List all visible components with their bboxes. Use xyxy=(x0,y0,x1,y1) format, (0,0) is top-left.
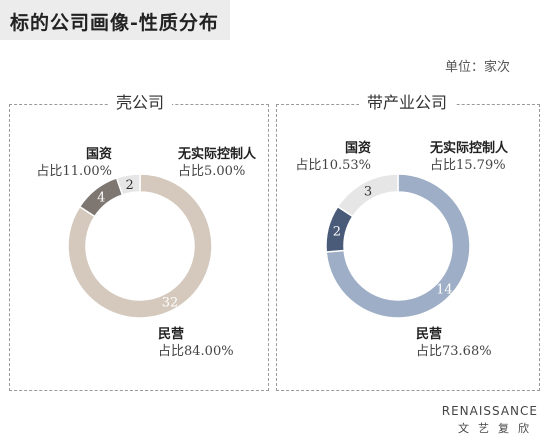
label-name: 国资 xyxy=(85,147,112,162)
donut-slice xyxy=(336,173,399,218)
page-title: 标的公司画像-性质分布 xyxy=(10,12,219,34)
slice-value-label: 32 xyxy=(162,295,179,310)
label-pct: 占比5.00% xyxy=(178,164,246,179)
unit-label: 单位：家次 xyxy=(444,60,510,75)
title-bar xyxy=(0,0,230,40)
label-shell-state: 国资 占比11.00% xyxy=(22,146,112,180)
label-name: 无实际控制人 xyxy=(178,147,257,162)
label-shell-none: 无实际控制人 占比5.00% xyxy=(178,146,256,180)
donut-industry: 14 2 3 xyxy=(325,173,471,319)
label-name: 民营 xyxy=(416,327,443,342)
slice-value-label: 2 xyxy=(333,225,341,240)
label-name: 民营 xyxy=(158,327,185,342)
label-pct: 占比15.79% xyxy=(430,158,506,173)
donut-slice xyxy=(115,173,141,196)
label-shell-private: 民营 占比84.00% xyxy=(158,326,234,360)
label-pct: 占比10.53% xyxy=(295,158,371,173)
label-pct: 占比11.00% xyxy=(36,164,112,179)
slice-value-label: 2 xyxy=(125,178,133,193)
label-name: 国资 xyxy=(344,141,371,156)
brand-logo-en: RENAISSANCE xyxy=(441,404,538,418)
label-industry-private: 民营 占比73.68% xyxy=(416,326,492,360)
chart-title-industry: 带产业公司 xyxy=(358,91,456,115)
slice-value-label: 4 xyxy=(97,190,105,205)
label-industry-state: 国资 占比10.53% xyxy=(285,140,371,174)
label-pct: 占比84.00% xyxy=(158,344,234,359)
slice-value-label: 3 xyxy=(364,185,372,200)
label-pct: 占比73.68% xyxy=(416,344,492,359)
brand-logo-cn: 文艺复欣 xyxy=(458,422,538,435)
label-name: 无实际控制人 xyxy=(430,141,509,156)
donut-slice xyxy=(325,173,471,319)
slice-value-label: 14 xyxy=(436,283,453,298)
donut-slice xyxy=(67,173,213,319)
donut-shell: 32 4 2 xyxy=(67,173,213,319)
brand-logo: RENAISSANCE 文艺复欣 xyxy=(442,404,538,436)
label-industry-none: 无实际控制人 占比15.79% xyxy=(430,140,508,174)
chart-title-shell: 壳公司 xyxy=(107,91,173,115)
